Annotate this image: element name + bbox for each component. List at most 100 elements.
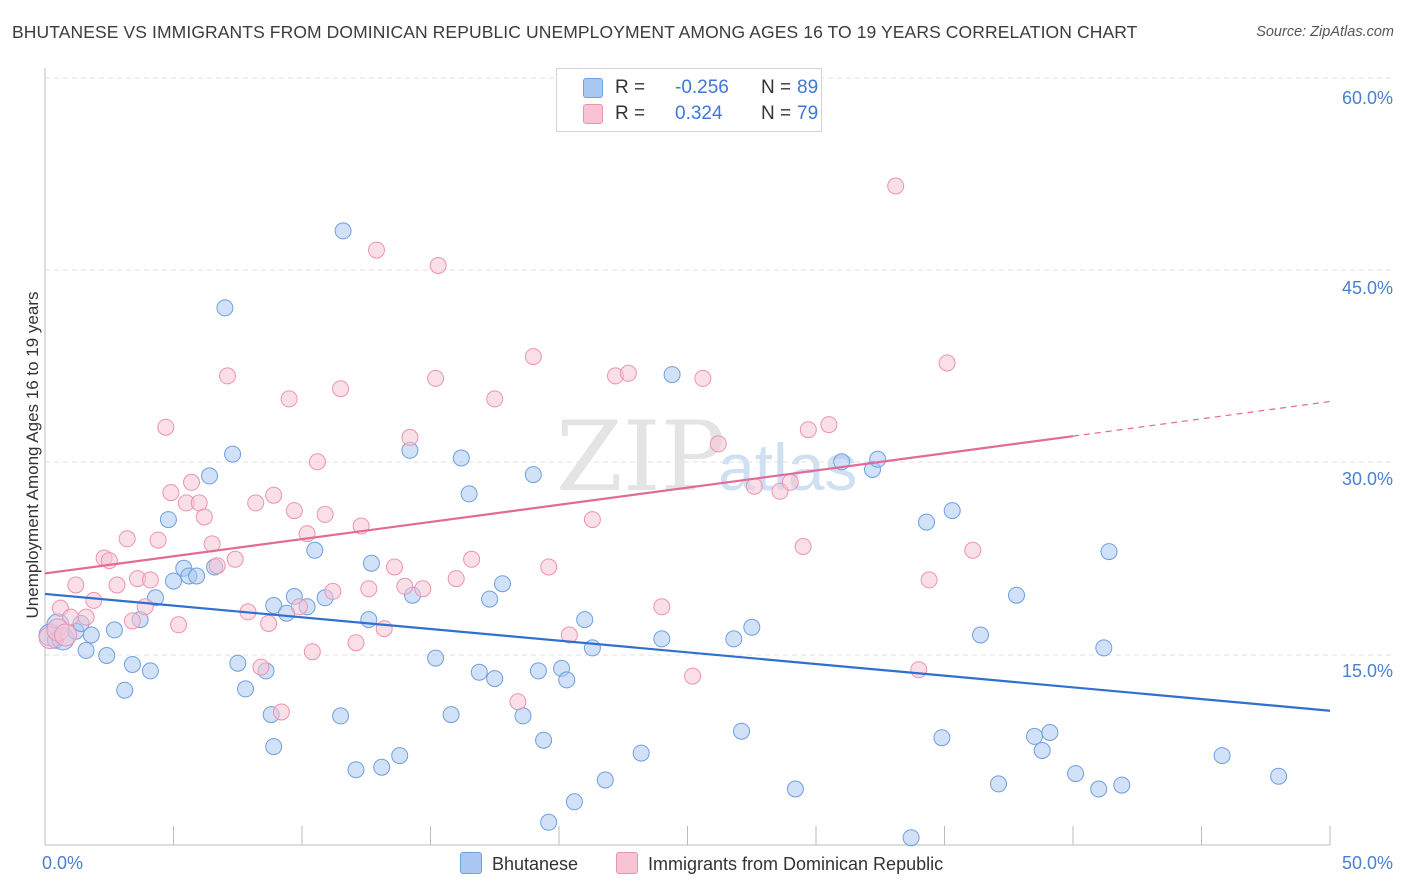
- data-point: [386, 558, 403, 576]
- data-point: [332, 380, 350, 398]
- data-point: [265, 486, 283, 504]
- data-point: [460, 485, 478, 503]
- data-point: [1095, 639, 1113, 657]
- data-point: [373, 758, 391, 776]
- data-point: [1090, 780, 1108, 798]
- data-point: [583, 511, 601, 529]
- data-point: [733, 722, 750, 740]
- data-point: [1213, 747, 1231, 765]
- data-point: [375, 620, 393, 638]
- data-point: [1067, 765, 1085, 783]
- data-point: [247, 494, 265, 512]
- x-tick-label: 0.0%: [42, 853, 83, 873]
- data-point: [943, 502, 961, 520]
- data-point: [265, 738, 283, 756]
- legend-r-value: 0.324: [675, 103, 723, 124]
- data-point: [1113, 776, 1131, 794]
- data-point: [558, 671, 576, 689]
- legend-n-label: N =: [761, 77, 792, 98]
- data-point: [524, 466, 542, 484]
- data-point: [265, 597, 283, 614]
- data-point: [1270, 767, 1288, 785]
- trend-line-bhutanese: [44, 592, 1331, 712]
- data-point: [116, 681, 134, 699]
- data-point: [938, 354, 956, 372]
- data-point: [933, 729, 951, 747]
- data-point: [529, 662, 547, 680]
- data-point: [195, 508, 213, 526]
- data-point: [452, 449, 470, 467]
- data-point: [136, 598, 154, 616]
- data-point: [285, 502, 303, 520]
- data-point: [123, 612, 141, 630]
- data-point: [347, 634, 365, 652]
- legend-swatch-bhutanese: [583, 78, 603, 98]
- data-point: [396, 577, 414, 595]
- data-point: [208, 557, 226, 575]
- series-bhutanese: [38, 222, 1288, 847]
- legend-r-label: R =: [615, 103, 646, 124]
- data-point: [219, 367, 236, 385]
- data-point: [427, 649, 445, 667]
- data-point: [157, 418, 175, 436]
- data-point: [77, 641, 95, 659]
- data-point: [576, 611, 594, 629]
- data-point: [964, 541, 982, 559]
- bottom-legend-bhutanese[interactable]: Bhutanese: [460, 852, 578, 875]
- data-point: [540, 813, 558, 831]
- data-point: [509, 693, 527, 711]
- data-point: [308, 453, 326, 471]
- bottom-legend-label-dominican: Immigrants from Dominican Republic: [648, 854, 944, 874]
- bottom-legend-dominican[interactable]: Immigrants from Dominican Republic: [616, 852, 943, 875]
- tick-labels: 15.0% 30.0% 45.0% 60.0% 0.0% 50.0%: [42, 88, 1393, 873]
- watermark-zip: ZIP: [556, 401, 725, 513]
- data-point: [290, 598, 308, 616]
- data-point: [303, 643, 321, 661]
- data-point: [524, 348, 542, 366]
- data-point: [98, 647, 116, 664]
- data-point: [82, 626, 100, 644]
- data-point: [663, 366, 681, 384]
- data-point: [560, 626, 578, 644]
- chart-title: BHUTANESE VS IMMIGRANTS FROM DOMINICAN R…: [12, 22, 1138, 42]
- data-point: [77, 608, 95, 626]
- data-point: [494, 575, 511, 593]
- data-point: [85, 591, 103, 609]
- data-point: [391, 747, 409, 765]
- x-tick-label: 50.0%: [1342, 853, 1393, 873]
- data-point: [990, 775, 1007, 793]
- data-point: [141, 571, 159, 589]
- data-point: [486, 670, 504, 688]
- data-point: [470, 663, 488, 681]
- data-point: [252, 658, 270, 676]
- data-point: [1041, 724, 1059, 741]
- data-point: [141, 662, 159, 680]
- data-point: [463, 550, 481, 568]
- legend-swatch-dominican: [583, 104, 603, 124]
- data-point: [67, 576, 85, 594]
- data-point: [781, 473, 799, 491]
- y-tick-label: 45.0%: [1342, 278, 1393, 298]
- data-point: [272, 703, 290, 721]
- data-point: [334, 222, 352, 240]
- data-point: [653, 630, 671, 648]
- data-point: [429, 257, 447, 274]
- data-point: [486, 390, 504, 408]
- y-tick-label: 60.0%: [1342, 88, 1393, 108]
- data-point: [799, 421, 817, 439]
- data-point: [360, 580, 378, 598]
- watermark: ZIP atlas: [556, 401, 857, 513]
- data-point: [1008, 586, 1025, 604]
- data-point: [427, 369, 445, 387]
- data-point: [887, 177, 905, 195]
- source-label: Source: ZipAtlas.com: [1256, 24, 1394, 40]
- data-point: [514, 707, 532, 725]
- trend-lines: [44, 400, 1331, 712]
- data-point: [188, 567, 206, 585]
- data-point: [1100, 543, 1118, 561]
- data-point: [902, 829, 920, 847]
- data-point: [201, 467, 218, 485]
- data-point: [165, 572, 182, 590]
- data-point: [216, 299, 234, 317]
